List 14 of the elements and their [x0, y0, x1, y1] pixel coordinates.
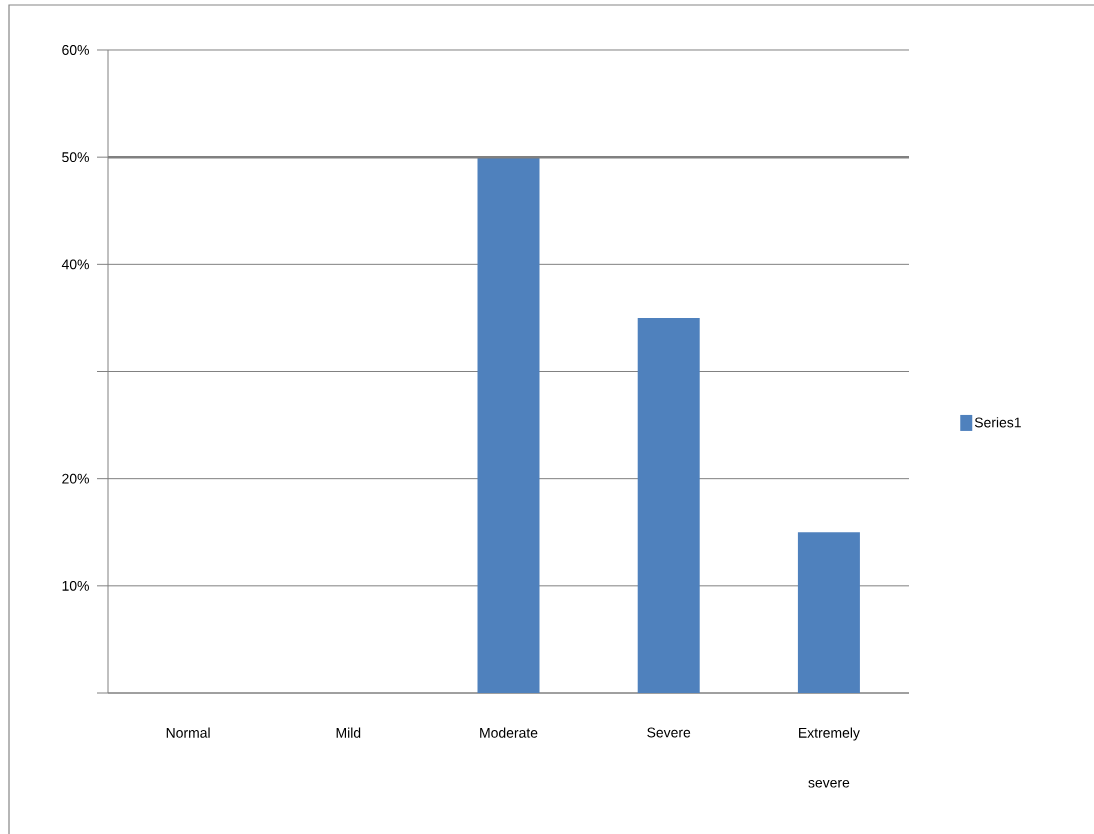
- x-tick-label: Normal: [166, 727, 210, 738]
- x-tick-label: Mild: [336, 727, 361, 738]
- x-tick-label: Severe: [647, 727, 691, 738]
- bar: [797, 532, 860, 693]
- y-tick-label: 60%: [62, 45, 89, 55]
- y-tick-label: 20%: [62, 473, 89, 484]
- legend-label: Series1: [974, 417, 1021, 428]
- category-label: Extremely severe: [799, 727, 860, 788]
- bar: [637, 317, 700, 693]
- y-tick-label: 40%: [61, 259, 89, 270]
- y-tick-label: 10%: [62, 580, 89, 591]
- bar: [477, 157, 540, 693]
- y-tick-label: 50%: [62, 152, 89, 163]
- x-tick-label: Moderate: [480, 727, 538, 738]
